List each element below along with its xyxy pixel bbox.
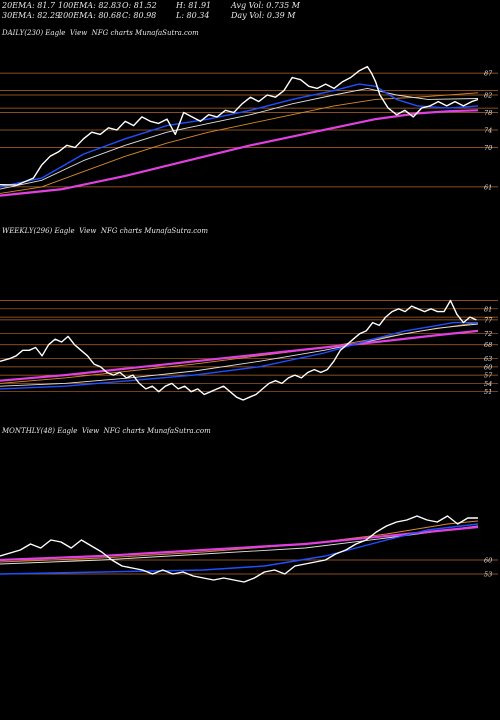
monthly-ema-long-line — [0, 520, 479, 563]
monthly-panel: 60 53 — [0, 515, 498, 583]
weekly-y-tick-label: 57 — [484, 372, 493, 380]
monthly-ema-mid-line — [0, 525, 479, 565]
avg-vol-stat: Avg Vol: 0.735 M — [231, 1, 300, 10]
daily-panel: 87 82 78 74 70 61 — [0, 65, 498, 197]
daily-y-tick-label: 70 — [484, 144, 492, 152]
weekly-ema-short-line — [0, 321, 478, 390]
monthly-ema-short-line — [0, 523, 479, 575]
daily-y-tick-label: 87 — [484, 70, 493, 78]
daily-panel-title: DAILY(230) Eagle View NFG charts MunafaS… — [2, 29, 199, 37]
weekly-ema-mid-line — [0, 323, 479, 387]
ema100-stat: 100EMA: 82.83 — [58, 1, 122, 10]
weekly-y-tick-label: 77 — [484, 316, 493, 324]
daily-y-tick-label: 74 — [484, 127, 492, 135]
daily-ema-200-line — [0, 109, 479, 197]
weekly-y-tick-label: 68 — [484, 341, 492, 349]
weekly-ema-200-line — [0, 329, 479, 382]
weekly-y-tick-label: 81 — [484, 305, 492, 313]
daily-y-tick-label: 61 — [484, 183, 492, 191]
ema200-stat: 200EMA: 80.68 — [58, 11, 122, 20]
day-vol-stat: Day Vol: 0.39 M — [231, 11, 296, 20]
weekly-panel-title: WEEKLY(296) Eagle View NFG charts Munafa… — [2, 227, 208, 235]
daily-ema-mid-line — [0, 87, 479, 190]
weekly-y-tick-label: 51 — [484, 388, 492, 396]
ema20-stat: 20EMA: 81.7 — [2, 1, 56, 10]
daily-price-line — [0, 65, 479, 186]
high-stat: H: 81.91 — [176, 1, 212, 10]
weekly-y-tick-label: 63 — [484, 355, 492, 363]
weekly-y-tick-label: 60 — [484, 363, 492, 371]
daily-y-tick-label: 78 — [484, 109, 492, 117]
monthly-price-line — [0, 515, 478, 583]
monthly-y-tick-label: 60 — [484, 557, 492, 565]
close-stat: C: 80.98 — [122, 11, 157, 20]
monthly-y-tick-label: 53 — [484, 571, 492, 579]
weekly-y-tick-label: 72 — [484, 330, 492, 338]
daily-y-tick-label: 82 — [484, 92, 492, 100]
weekly-price-line — [0, 299, 477, 401]
ema30-stat: 30EMA: 82.29 — [2, 11, 61, 20]
low-stat: L: 80.34 — [176, 11, 210, 20]
open-stat: O: 81.52 — [122, 1, 157, 10]
weekly-y-tick-label: 54 — [484, 380, 492, 388]
monthly-panel-title: MONTHLY(48) Eagle View NFG charts Munafa… — [2, 427, 211, 435]
monthly-ema-200-line — [0, 525, 479, 562]
daily-ema-short-line — [0, 83, 479, 188]
